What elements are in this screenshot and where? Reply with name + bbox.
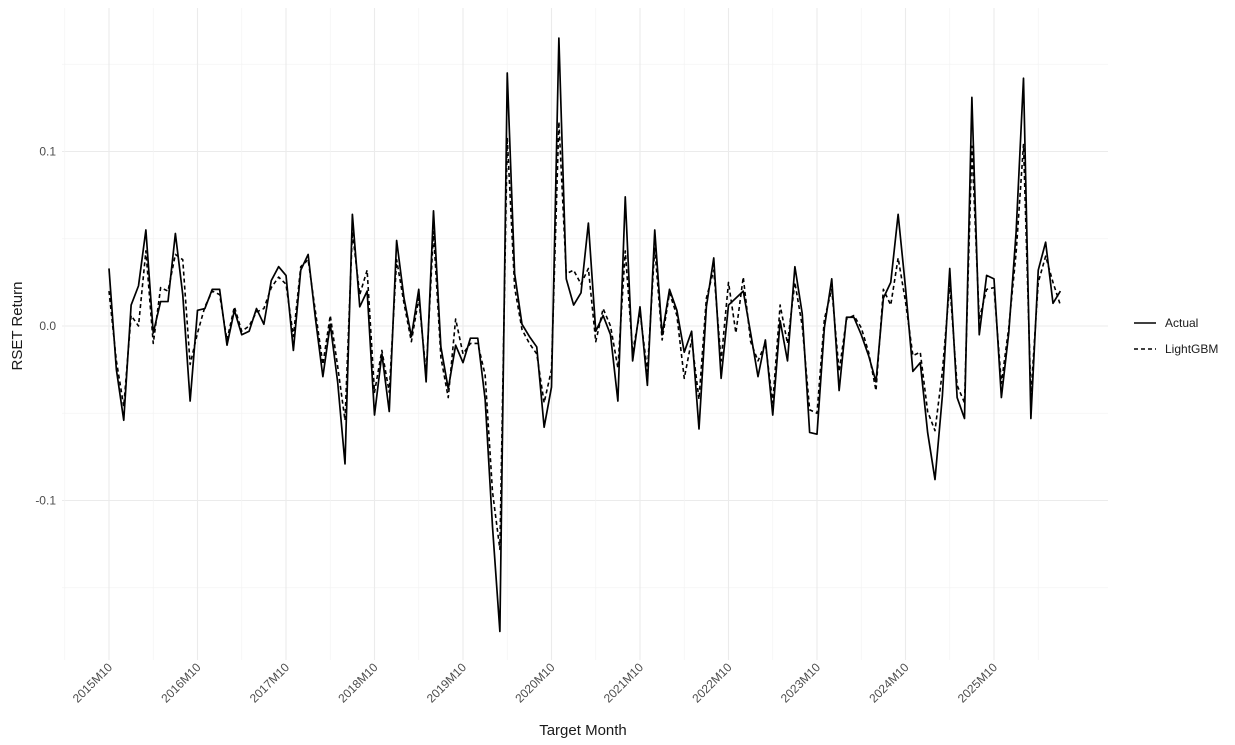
y-tick-label: 0.1: [39, 145, 56, 159]
x-tick-label: 2017M10: [247, 660, 293, 706]
legend-label-lightgbm: LightGBM: [1165, 342, 1218, 356]
x-tick-label: 2022M10: [689, 660, 735, 706]
grid-lines: [62, 8, 1108, 660]
y-tick-label: 0.0: [39, 319, 56, 333]
x-axis-ticks: 2015M10 2016M10 2017M10 2018M10 2019M10 2020M…: [70, 660, 1001, 706]
x-tick-label: 2015M10: [70, 660, 116, 706]
x-tick-label: 2025M10: [955, 660, 1001, 706]
y-axis-ticks: -0.1 0.0 0.1: [35, 145, 56, 508]
series-lines: [108, 37, 1062, 633]
x-tick-label: 2021M10: [601, 660, 647, 706]
y-axis-title: RSET Return: [9, 282, 26, 371]
legend: Actual LightGBM: [1134, 316, 1218, 356]
x-tick-label: 2018M10: [335, 660, 381, 706]
x-tick-label: 2020M10: [512, 660, 558, 706]
x-tick-label: 2023M10: [778, 660, 824, 706]
y-tick-label: -0.1: [35, 494, 56, 508]
x-axis-title: Target Month: [539, 722, 627, 739]
series-line-actual: [108, 37, 1062, 633]
x-tick-label: 2024M10: [866, 660, 912, 706]
x-tick-label: 2016M10: [158, 660, 204, 706]
legend-label-actual: Actual: [1165, 316, 1198, 330]
x-tick-label: 2019M10: [424, 660, 470, 706]
series-line-lightgbm: [108, 121, 1062, 551]
